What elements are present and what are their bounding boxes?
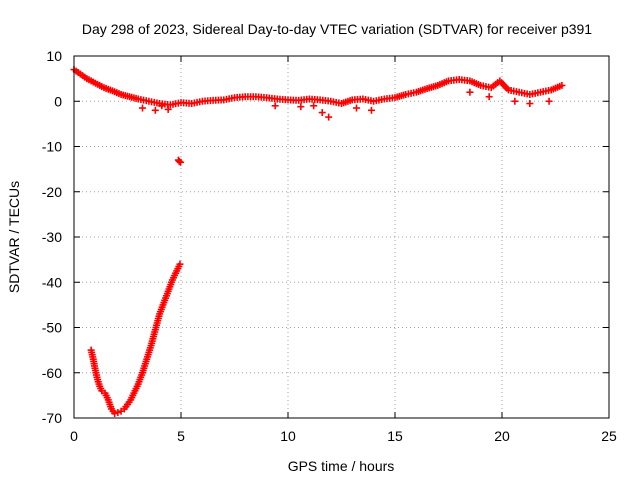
data-point: [318, 109, 326, 117]
x-tick-label: 25: [601, 428, 617, 444]
data-point: [511, 97, 519, 105]
y-tick-label: -60: [42, 365, 62, 381]
data-point: [151, 106, 159, 114]
axis-ticks: [73, 55, 610, 419]
y-tick-label: 0: [54, 93, 62, 109]
data-point: [310, 102, 318, 110]
data-point: [114, 409, 122, 417]
data-point: [138, 104, 146, 112]
y-axis-label: SDTVAR / TECUs: [6, 181, 22, 293]
data-point: [297, 103, 305, 111]
y-tick-label: -40: [42, 274, 62, 290]
data-point: [164, 105, 172, 113]
data-point: [158, 102, 166, 110]
tick-labels: 0 5 10 15 20 25 10 0 -10 -20 -30 -40 -50 -60 -70: [42, 48, 617, 444]
data-point: [367, 106, 375, 114]
y-tick-label: -50: [42, 320, 62, 336]
data-point: [545, 97, 553, 105]
x-tick-label: 15: [387, 428, 403, 444]
data-point: [111, 409, 119, 417]
data-point: [558, 81, 566, 89]
y-tick-label: -10: [42, 139, 62, 155]
data-point: [352, 104, 360, 112]
y-tick-label: -30: [42, 229, 62, 245]
y-tick-label: 10: [46, 48, 62, 64]
data-point: [176, 260, 184, 268]
data-point: [526, 100, 534, 108]
data-point: [177, 158, 185, 166]
data-point: [325, 113, 333, 121]
data-marks: [70, 66, 566, 417]
data-point: [271, 102, 279, 110]
y-tick-label: -70: [42, 410, 62, 426]
x-tick-label: 5: [177, 428, 185, 444]
x-tick-label: 0: [70, 428, 78, 444]
x-tick-label: 20: [494, 428, 510, 444]
gridlines: [74, 56, 609, 418]
chart-title: Day 298 of 2023, Sidereal Day-to-day VTE…: [82, 21, 592, 37]
x-axis-label: GPS time / hours: [288, 458, 395, 474]
x-tick-label: 10: [280, 428, 296, 444]
data-point: [466, 88, 474, 96]
data-point: [485, 93, 493, 101]
y-tick-label: -20: [42, 184, 62, 200]
data-point: [175, 157, 183, 165]
